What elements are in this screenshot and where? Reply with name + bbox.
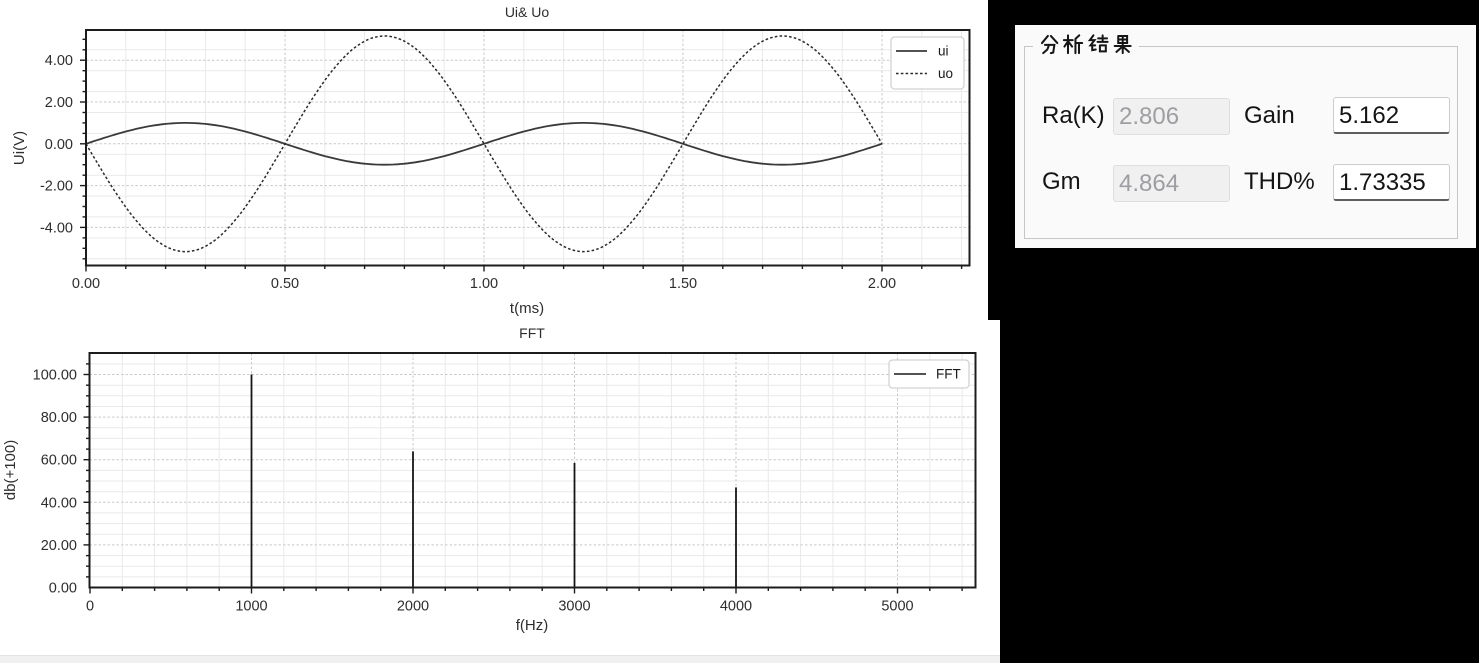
- svg-text:4000: 4000: [720, 599, 752, 615]
- svg-text:-4.00: -4.00: [40, 220, 73, 236]
- svg-text:4.00: 4.00: [45, 53, 73, 69]
- svg-text:2000: 2000: [397, 599, 429, 615]
- svg-text:3000: 3000: [558, 599, 590, 615]
- svg-text:5000: 5000: [881, 599, 913, 615]
- svg-text:uo: uo: [938, 66, 953, 81]
- svg-text:40.00: 40.00: [41, 495, 77, 511]
- svg-text:1.50: 1.50: [669, 276, 697, 292]
- svg-text:Ui& Uo: Ui& Uo: [505, 4, 550, 20]
- svg-text:2.00: 2.00: [868, 276, 896, 292]
- svg-text:1000: 1000: [235, 599, 267, 615]
- svg-text:f(Hz): f(Hz): [516, 617, 549, 634]
- svg-text:0.00: 0.00: [45, 137, 73, 153]
- svg-text:0.00: 0.00: [72, 276, 100, 292]
- svg-text:100.00: 100.00: [33, 368, 77, 384]
- svg-text:Ui(V): Ui(V): [11, 131, 28, 165]
- svg-text:-2.00: -2.00: [40, 179, 73, 195]
- svg-text:2.00: 2.00: [45, 95, 73, 111]
- svg-text:db(+100): db(+100): [2, 440, 19, 500]
- svg-text:20.00: 20.00: [41, 538, 77, 554]
- svg-text:FFT: FFT: [936, 367, 961, 382]
- svg-text:0.50: 0.50: [271, 276, 299, 292]
- svg-text:ui: ui: [938, 44, 949, 59]
- svg-text:0.00: 0.00: [49, 581, 77, 597]
- svg-text:80.00: 80.00: [41, 410, 77, 426]
- svg-text:1.00: 1.00: [470, 276, 498, 292]
- svg-text:FFT: FFT: [519, 325, 545, 341]
- svg-text:60.00: 60.00: [41, 453, 77, 469]
- svg-text:t(ms): t(ms): [510, 300, 544, 317]
- svg-text:0: 0: [86, 599, 94, 615]
